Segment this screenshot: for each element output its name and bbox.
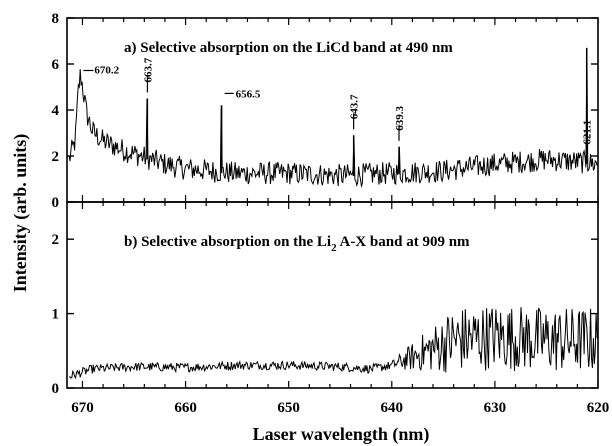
- x-tick-label: 650: [277, 400, 300, 416]
- x-tick-label: 670: [71, 400, 94, 416]
- panel-b-title-subscript: 2: [331, 242, 337, 254]
- peak-label: 663.7: [142, 57, 154, 82]
- y-tick-label: 2: [52, 232, 60, 248]
- axes-layer: [66, 17, 599, 389]
- panel-1-frame: [66, 201, 599, 389]
- x-tick-label: 620: [587, 400, 610, 416]
- peak-label: 621.1: [582, 120, 594, 145]
- y-tick-label: 8: [52, 11, 60, 27]
- panel-b-title-main: b) Selective absorption on the Li: [124, 234, 331, 250]
- y-tick-label: 0: [52, 381, 60, 397]
- y-tick-label: 4: [52, 103, 60, 119]
- y-axis-label: Intensity (arb. units): [10, 134, 31, 293]
- peak-label: 643.7: [349, 94, 361, 119]
- series-line-panel-1: [69, 307, 598, 380]
- x-tick-label: 660: [174, 400, 197, 416]
- x-tick-label: 630: [484, 400, 507, 416]
- y-tick-label: 6: [52, 57, 60, 73]
- peak-label: 656.5: [236, 88, 261, 100]
- peak-label: 639.3: [394, 106, 406, 131]
- series-line-panel-0: [68, 47, 598, 188]
- y-tick-label: 2: [52, 149, 60, 165]
- panel-b-title: b) Selective absorption on the Li2 A-X b…: [124, 234, 470, 254]
- y-tick-label: 0: [52, 195, 60, 211]
- panel-b-title-rest: A-X band at 909 nm: [337, 234, 470, 250]
- x-tick-label: 640: [381, 400, 404, 416]
- panel-a-title: a) Selective absorption on the LiCd band…: [124, 40, 453, 56]
- peak-label: 670.2: [94, 65, 119, 77]
- x-axis-label: Laser wavelength (nm): [253, 424, 430, 445]
- text-layer: Intensity (arb. units) Laser wavelength …: [10, 11, 609, 445]
- y-tick-label: 1: [52, 307, 60, 323]
- series-layer: [68, 47, 598, 380]
